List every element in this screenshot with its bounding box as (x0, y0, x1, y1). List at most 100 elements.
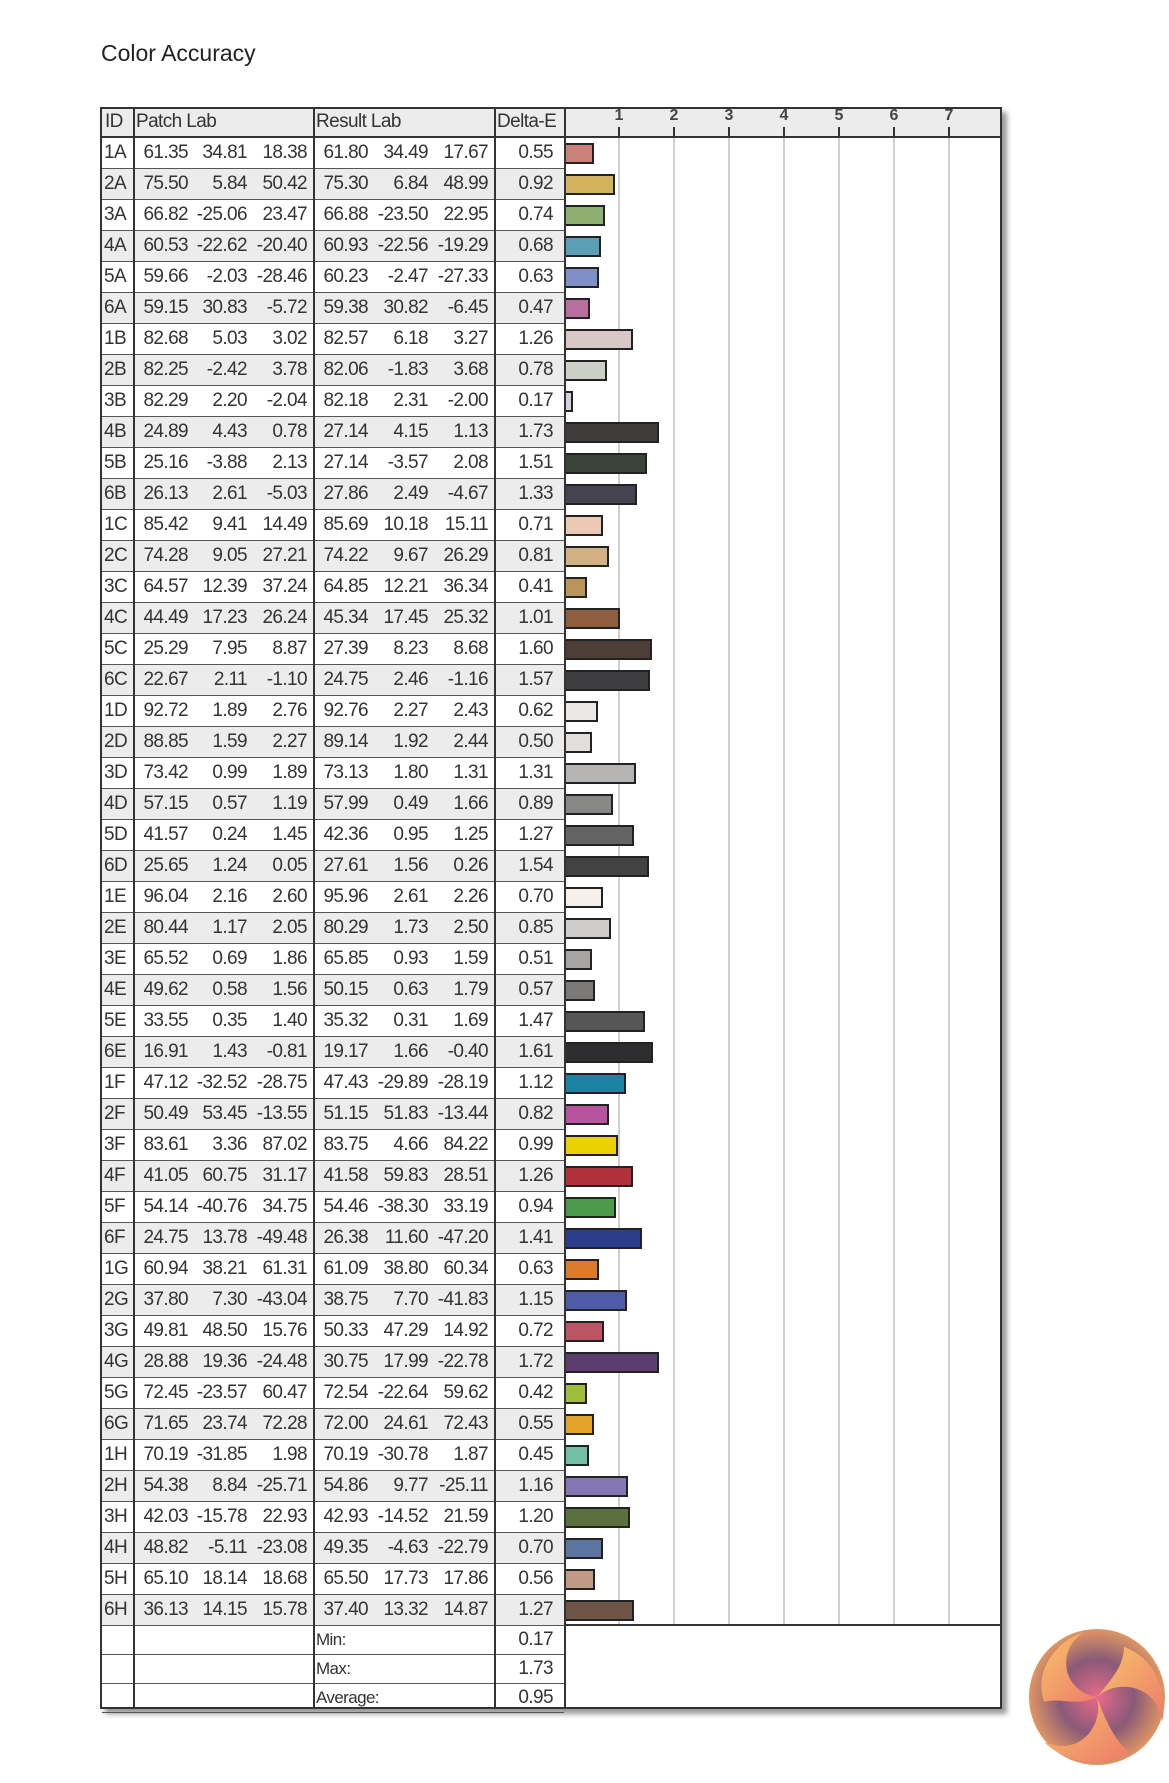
delta-e-value: 0.99 (518, 1134, 553, 1155)
delta-e-value: 0.85 (518, 917, 553, 938)
patch-lab-value: -1.10 (266, 669, 308, 690)
delta-e-value: 0.70 (518, 1537, 553, 1558)
patch-lab-value: -5.03 (266, 483, 308, 504)
patch-id: 6H (104, 1599, 128, 1620)
result-lab-value: -22.56 (377, 235, 429, 256)
delta-e-bar (564, 236, 602, 257)
delta-cell-bg (493, 851, 564, 882)
result-lab-value: 7.70 (393, 1289, 428, 1310)
patch-lab-value: 2.05 (272, 917, 307, 938)
result-lab-value: 47.43 (323, 1072, 368, 1093)
patch-id: 1E (104, 886, 127, 907)
patch-id: 4H (104, 1537, 128, 1558)
result-lab-value: 73.13 (323, 762, 368, 783)
result-lab-value: -3.57 (387, 452, 429, 473)
result-lab-value: 6.84 (393, 173, 428, 194)
result-lab-value: 2.31 (393, 390, 428, 411)
delta-cell-bg (493, 479, 564, 510)
patch-lab-value: 47.12 (143, 1072, 188, 1093)
patch-id: 4D (104, 793, 128, 814)
patch-lab-value: -5.72 (266, 297, 308, 318)
patch-id: 2B (104, 359, 127, 380)
delta-e-bar (564, 484, 638, 505)
delta-e-value: 0.56 (518, 1568, 553, 1589)
result-lab-value: 66.88 (323, 204, 368, 225)
table-row (102, 1223, 493, 1254)
table-row (102, 634, 493, 665)
patch-lab-value: 3.02 (272, 328, 307, 349)
patch-lab-value: 1.45 (272, 824, 307, 845)
result-lab-value: 17.73 (383, 1568, 428, 1589)
patch-lab-value: 37.80 (143, 1289, 188, 1310)
patch-lab-value: 4.43 (212, 421, 247, 442)
delta-e-value: 0.51 (518, 948, 553, 969)
delta-e-bar (564, 1352, 659, 1373)
patch-lab-value: 0.57 (212, 793, 247, 814)
patch-id: 4G (104, 1351, 129, 1372)
result-lab-value: 6.18 (393, 328, 428, 349)
delta-cell-bg (493, 1502, 564, 1533)
result-lab-value: 2.43 (453, 700, 488, 721)
result-lab-value: -27.33 (437, 266, 489, 287)
patch-lab-value: 37.24 (262, 576, 307, 597)
delta-cell-bg (493, 1347, 564, 1378)
patch-lab-value: -49.48 (256, 1227, 308, 1248)
delta-cell-bg (493, 1099, 564, 1130)
delta-cell-bg (493, 1161, 564, 1192)
delta-cell-bg (493, 572, 564, 603)
patch-lab-value: 15.76 (262, 1320, 307, 1341)
delta-e-bar (564, 763, 637, 784)
tick-label: 5 (834, 107, 844, 124)
patch-id: 5A (104, 266, 127, 287)
chart-bottom-line (564, 1624, 1000, 1626)
result-lab-value: 51.83 (383, 1103, 428, 1124)
patch-lab-value: -2.42 (206, 359, 248, 380)
delta-cell-bg (493, 603, 564, 634)
delta-cell-bg (493, 138, 564, 169)
result-lab-value: 0.93 (393, 948, 428, 969)
gridline (673, 138, 675, 1626)
patch-id: 6D (104, 855, 128, 876)
summary-value: 0.17 (518, 1629, 553, 1650)
delta-cell-bg (493, 1192, 564, 1223)
delta-cell-bg (493, 1440, 564, 1471)
delta-e-bar (564, 608, 620, 629)
patch-lab-value: 25.16 (143, 452, 188, 473)
delta-e-bar (564, 825, 634, 846)
patch-lab-value: 23.47 (262, 204, 307, 225)
patch-lab-value: 36.13 (143, 1599, 188, 1620)
patch-id: 4A (104, 235, 127, 256)
patch-lab-value: 38.21 (202, 1258, 247, 1279)
delta-e-value: 0.81 (518, 545, 553, 566)
delta-e-bar (564, 701, 599, 722)
patch-id: 6E (104, 1041, 127, 1062)
delta-cell-bg (493, 634, 564, 665)
result-lab-value: 50.15 (323, 979, 368, 1000)
result-lab-value: 61.80 (323, 142, 368, 163)
result-lab-value: 1.59 (453, 948, 488, 969)
patch-lab-value: 60.47 (262, 1382, 307, 1403)
delta-cell-bg (493, 262, 564, 293)
patch-lab-value: 1.17 (212, 917, 247, 938)
result-lab-value: 17.99 (383, 1351, 428, 1372)
result-lab-value: 9.67 (393, 545, 428, 566)
patch-id: 1F (104, 1072, 126, 1093)
summary-label: Average: (316, 1688, 380, 1707)
patch-lab-value: 41.05 (143, 1165, 188, 1186)
patch-lab-value: 2.11 (213, 669, 248, 690)
table-row (102, 1347, 493, 1378)
result-lab-value: 0.95 (393, 824, 428, 845)
result-lab-value: -22.79 (437, 1537, 489, 1558)
summary-row (102, 1655, 564, 1684)
delta-cell-bg (493, 1130, 564, 1161)
delta-e-value: 0.78 (518, 359, 553, 380)
delta-e-bar (564, 732, 592, 753)
result-lab-value: 45.34 (323, 607, 368, 628)
result-lab-value: 17.67 (443, 142, 488, 163)
patch-lab-value: 1.43 (212, 1041, 247, 1062)
patch-id: 1C (104, 514, 128, 535)
delta-e-bar (564, 422, 660, 443)
delta-e-value: 1.54 (518, 855, 553, 876)
column-divider (494, 109, 496, 1709)
delta-e-value: 1.51 (518, 452, 553, 473)
